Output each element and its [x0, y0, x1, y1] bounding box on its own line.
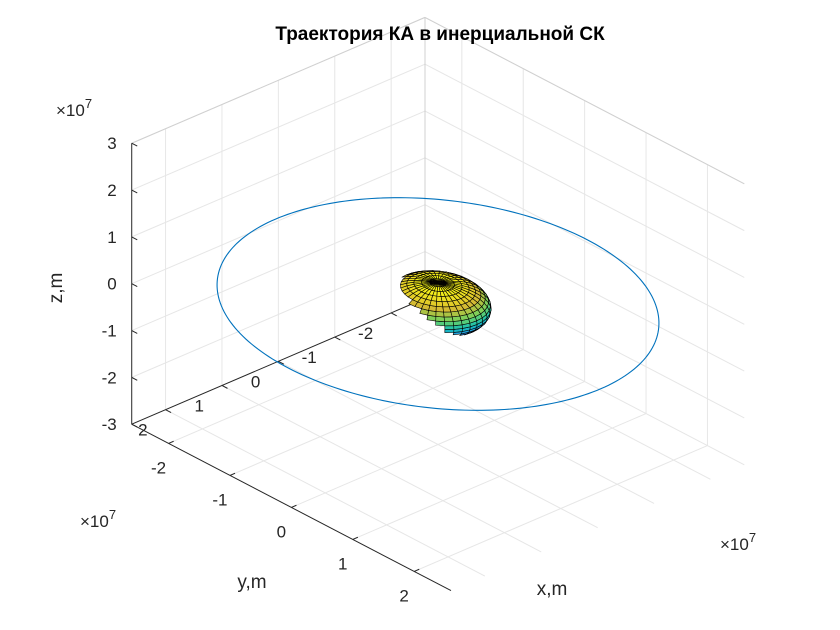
- z-tick: [131, 283, 138, 288]
- y-tick-label: -1: [302, 348, 317, 367]
- grid-line: [424, 204, 745, 372]
- orbit-line: [216, 197, 660, 411]
- surface-patch: [444, 329, 455, 333]
- grid-line: [165, 409, 486, 577]
- orbit-series: [216, 197, 660, 411]
- svg-text:×107: ×107: [80, 507, 116, 531]
- y-tick-label: 1: [194, 396, 203, 415]
- surface-patch: [444, 325, 455, 330]
- y-tick: [278, 360, 285, 365]
- grid-line: [278, 360, 598, 529]
- z-axis-label: z,m: [46, 273, 67, 304]
- grid-line: [131, 110, 426, 238]
- z-tick-label: 2: [107, 181, 116, 200]
- z-tick-label: -1: [102, 322, 117, 341]
- y-axis-line: [131, 297, 426, 425]
- grid-line: [424, 251, 745, 419]
- box-edge: [424, 16, 745, 185]
- x-tick: [352, 536, 359, 540]
- x-tick: [229, 472, 236, 476]
- x-tick: [291, 504, 297, 508]
- grid-line: [424, 157, 745, 325]
- y-tick: [165, 409, 172, 414]
- grid-line: [424, 110, 745, 278]
- grid-line: [221, 385, 542, 553]
- grid-line: [131, 204, 426, 332]
- svg-text:×107: ×107: [56, 96, 92, 120]
- x-tick: [168, 440, 174, 444]
- z-tick-label: 3: [107, 134, 116, 153]
- x-tick-label: -1: [212, 490, 227, 509]
- y-tick-label: 0: [251, 372, 260, 391]
- y-tick: [334, 336, 341, 341]
- z-tick: [131, 376, 138, 381]
- z-tick: [131, 189, 138, 194]
- y-tick-label: -2: [358, 324, 373, 343]
- x-tick-label: 2: [399, 586, 408, 605]
- surface-patch: [435, 306, 444, 313]
- surface-patch: [443, 316, 454, 322]
- grid-line: [424, 63, 745, 232]
- z-tick-label: 1: [107, 228, 116, 247]
- x-tick: [413, 568, 420, 572]
- y-exponent-label: ×107: [80, 507, 116, 531]
- x-tick-label: 1: [338, 554, 347, 573]
- x-tick-label: -2: [151, 458, 166, 477]
- z-tick: [131, 423, 138, 428]
- surface-patch: [444, 321, 455, 327]
- z-tick: [131, 330, 138, 334]
- x-exponent-label: ×107: [720, 530, 756, 554]
- grid-line: [390, 312, 711, 480]
- x-axis-label: x,m: [537, 579, 568, 600]
- y-axis-label: y,m: [237, 572, 266, 593]
- box-edge: [131, 16, 426, 144]
- grid-line: [131, 63, 426, 191]
- grid-line: [131, 157, 426, 285]
- z-tick: [131, 236, 138, 241]
- back-grid: [131, 16, 745, 577]
- z-tick-label: -3: [102, 415, 117, 434]
- grid-line: [131, 251, 426, 378]
- z-exponent-label: ×107: [56, 96, 92, 120]
- earth-surface: [400, 270, 492, 337]
- surface-patch: [437, 281, 447, 284]
- surface-patch: [435, 311, 445, 318]
- surface-patch: [482, 291, 489, 299]
- y-tick: [221, 385, 228, 389]
- y-tick: [390, 312, 397, 317]
- y-tick-label: 2: [138, 421, 147, 440]
- z-tick-label: 0: [107, 275, 116, 294]
- axes-lines: [131, 142, 452, 592]
- z-tick: [131, 142, 138, 147]
- chart-title: Траектория КА в инерциальной СК: [275, 24, 605, 45]
- svg-text:×107: ×107: [720, 530, 756, 554]
- grid-line: [334, 336, 655, 504]
- x-tick-label: 0: [277, 522, 286, 541]
- z-tick-label: -2: [102, 368, 117, 387]
